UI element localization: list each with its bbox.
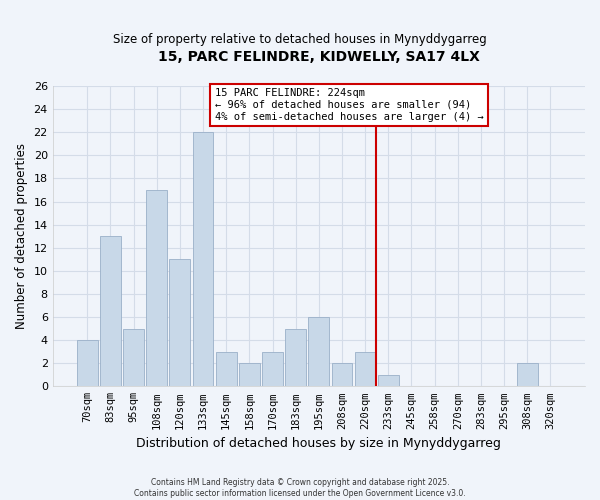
Bar [239,363,260,386]
Y-axis label: Number of detached properties: Number of detached properties [15,143,28,329]
Bar [355,352,376,386]
Text: Size of property relative to detached houses in Mynyddygarreg: Size of property relative to detached ho… [113,32,487,46]
Bar [378,375,399,386]
Bar [285,328,306,386]
Bar [169,260,190,386]
Bar [123,328,144,386]
Bar [262,352,283,386]
Title: 15, PARC FELINDRE, KIDWELLY, SA17 4LX: 15, PARC FELINDRE, KIDWELLY, SA17 4LX [158,50,480,64]
Bar [193,132,214,386]
Bar [146,190,167,386]
Bar [308,317,329,386]
Text: 15 PARC FELINDRE: 224sqm
← 96% of detached houses are smaller (94)
4% of semi-de: 15 PARC FELINDRE: 224sqm ← 96% of detach… [215,88,484,122]
Bar [517,363,538,386]
Bar [332,363,352,386]
Bar [100,236,121,386]
Bar [77,340,98,386]
Text: Contains HM Land Registry data © Crown copyright and database right 2025.
Contai: Contains HM Land Registry data © Crown c… [134,478,466,498]
X-axis label: Distribution of detached houses by size in Mynyddygarreg: Distribution of detached houses by size … [136,437,501,450]
Bar [216,352,236,386]
